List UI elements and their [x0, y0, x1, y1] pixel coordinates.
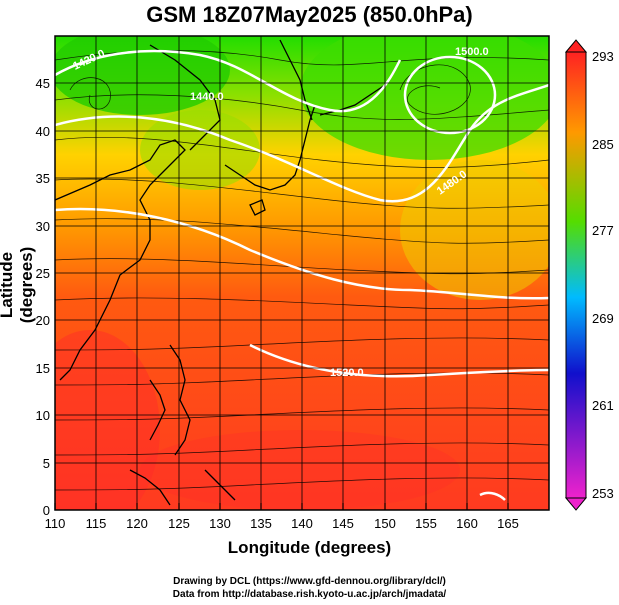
x-tick-label: 115 — [86, 516, 107, 531]
x-axis-label: Longitude (degrees) — [227, 538, 392, 557]
y-tick-label: 45 — [36, 76, 50, 91]
colorbar: 293 285 277 269 261 253 — [564, 39, 614, 511]
x-tick-label: 120 — [126, 516, 148, 531]
colorbar-label: 285 — [592, 137, 614, 152]
y-tick-label: 25 — [36, 266, 50, 281]
x-tick-label: 110 — [45, 516, 66, 531]
lat-lon-grid — [55, 36, 549, 510]
y-axis-label: Latitude (degrees) — [0, 246, 36, 324]
colorbar-label: 277 — [592, 223, 614, 238]
contour-label: 1440.0 — [190, 91, 224, 103]
x-tick-label: 125 — [168, 516, 190, 531]
y-tick-label: 20 — [36, 313, 50, 328]
x-tick-label: 140 — [291, 516, 313, 531]
contour-label: 1500.0 — [455, 46, 489, 58]
credit-drawing: Drawing by DCL (https://www.gfd-dennou.o… — [173, 576, 446, 587]
y-tick-label: 10 — [36, 408, 50, 423]
x-tick-label: 145 — [332, 516, 354, 531]
y-tick-label: 40 — [36, 124, 50, 139]
colorbar-label: 293 — [592, 49, 614, 64]
colorbar-label: 269 — [592, 311, 614, 326]
x-tick-label: 150 — [374, 516, 396, 531]
colorbar-label: 261 — [592, 398, 614, 413]
x-tick-label: 135 — [250, 516, 272, 531]
contour-label: 1520.0 — [330, 367, 364, 379]
colorbar-label: 253 — [592, 486, 614, 501]
geopotential-contours — [55, 49, 549, 501]
y-tick-label: 15 — [36, 361, 50, 376]
y-tick-label: 5 — [43, 456, 50, 471]
map-plot: 1440.0 1520.0 1480.0 1420.0 1500.0 110 1… — [36, 35, 614, 531]
map-title: GSM 18Z07May2025 (850.0hPa) — [146, 2, 473, 27]
y-tick-label: 0 — [43, 503, 50, 518]
x-tick-label: 160 — [456, 516, 478, 531]
credit-data: Data from http://database.rish.kyoto-u.a… — [172, 589, 447, 600]
x-tick-label: 130 — [209, 516, 231, 531]
y-tick-label: 35 — [36, 171, 50, 186]
x-tick-label: 155 — [415, 516, 437, 531]
x-tick-label: 165 — [497, 516, 519, 531]
y-tick-label: 30 — [36, 219, 50, 234]
x-axis-ticks — [54, 503, 509, 510]
coastlines — [55, 39, 386, 506]
